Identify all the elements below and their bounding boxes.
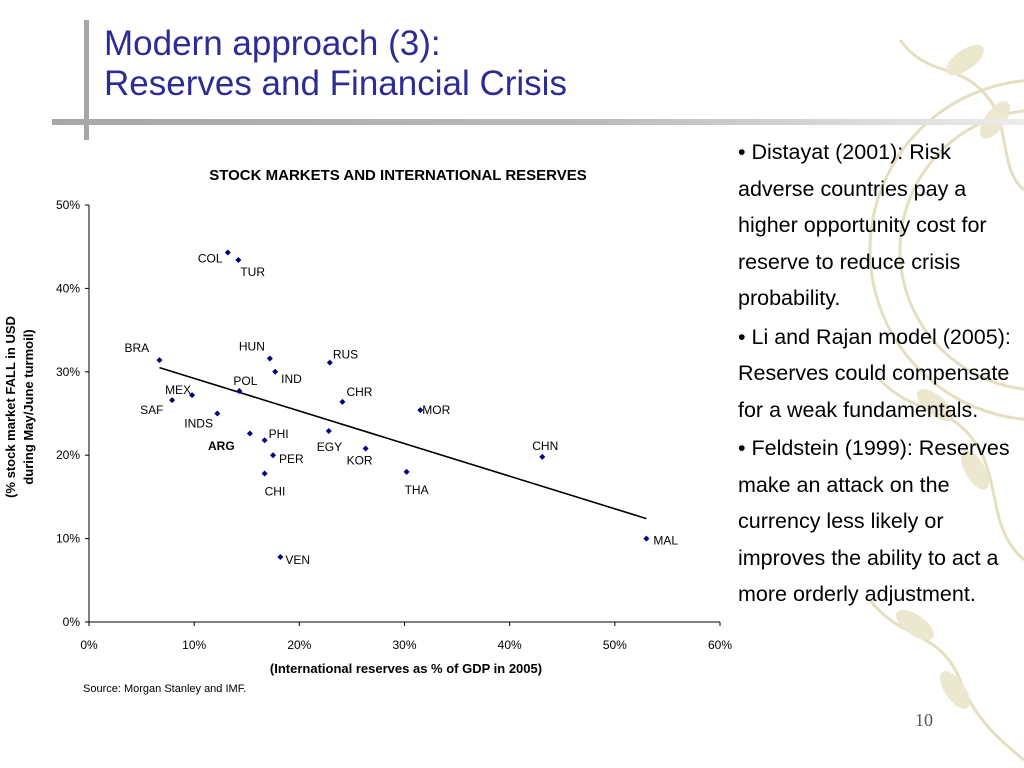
point-label-chn: CHN xyxy=(532,439,558,453)
point-label-col: COL xyxy=(198,252,223,266)
data-point-hun xyxy=(266,355,273,362)
x-tick-label: 40% xyxy=(498,638,522,652)
data-point-col xyxy=(224,249,231,256)
y-tick-label: 0% xyxy=(63,615,81,629)
title-horizontal-rule xyxy=(52,119,1024,125)
chart-source: Source: Morgan Stanley and IMF. xyxy=(83,683,246,695)
data-point xyxy=(246,430,253,437)
point-label-kor: KOR xyxy=(347,454,373,468)
data-point-ven xyxy=(277,553,284,560)
bullet-distayat: • Distayat (2001): Risk adverse countrie… xyxy=(738,140,987,310)
x-tick-label: 0% xyxy=(80,638,98,652)
slide-title: Modern approach (3): Reserves and Financ… xyxy=(104,24,567,104)
data-point-egy xyxy=(325,428,332,435)
point-label-saf: SAF xyxy=(140,403,163,417)
point-label-rus: RUS xyxy=(333,348,358,362)
y-tick-label: 40% xyxy=(56,281,80,295)
bullet-li-rajan: • Li and Rajan model (2005): Reserves co… xyxy=(738,324,1011,422)
title-vertical-rule xyxy=(84,20,89,140)
data-point-per xyxy=(270,452,277,459)
point-label-per: PER xyxy=(279,452,304,466)
data-point-kor xyxy=(362,445,369,452)
data-point-pol xyxy=(236,387,243,394)
point-label-pol: POL xyxy=(233,374,257,388)
data-points xyxy=(156,249,650,560)
y-tick-label: 30% xyxy=(56,365,80,379)
point-label-tha: THA xyxy=(405,483,429,497)
point-label-ven: VEN xyxy=(285,553,310,567)
data-point-inds xyxy=(214,410,221,417)
slide-title-line-2: Reserves and Financial Crisis xyxy=(104,64,567,103)
data-point-chi xyxy=(261,470,268,477)
point-label-mex: MEX xyxy=(165,383,191,397)
data-point-mex xyxy=(189,392,196,399)
point-label-hun: HUN xyxy=(239,339,265,353)
y-tick-label: 10% xyxy=(56,532,80,546)
y-axis-label-line-1: (% stock market FALL in USD xyxy=(3,316,18,498)
x-tick-label: 10% xyxy=(182,638,206,652)
data-point-chn xyxy=(539,453,546,460)
y-tick-label: 20% xyxy=(56,448,80,462)
data-point-ind xyxy=(272,368,279,375)
bullet-feldstein: • Feldstein (1999): Reserves make an att… xyxy=(738,436,1010,606)
x-tick-label: 50% xyxy=(603,638,627,652)
point-label-arg: ARG xyxy=(208,439,235,453)
point-label-egy: EGY xyxy=(317,440,342,454)
data-point-saf xyxy=(169,397,176,404)
data-point-mor xyxy=(417,407,424,414)
data-point-tur xyxy=(235,257,242,264)
data-point-rus xyxy=(326,359,333,366)
point-label-inds: INDS xyxy=(184,417,213,431)
data-point-bra xyxy=(156,357,163,364)
data-point-phi xyxy=(261,437,268,444)
x-tick-label: 30% xyxy=(392,638,416,652)
y-tick-label: 50% xyxy=(56,198,80,212)
point-label-mal: MAL xyxy=(653,534,678,548)
point-label-bra: BRA xyxy=(124,341,149,355)
point-label-chr: CHR xyxy=(346,385,372,399)
scatter-chart: STOCK MARKETS AND INTERNATIONAL RESERVES… xyxy=(3,167,732,695)
point-label-ind: IND xyxy=(281,372,302,386)
point-label-mor: MOR xyxy=(422,403,450,417)
page-number: 10 xyxy=(915,710,933,730)
bullet-list: • Distayat (2001): Risk adverse countrie… xyxy=(738,134,1018,615)
x-axis-ticks: 0% 10% 20% 30% 40% 50% 60% xyxy=(80,622,732,652)
data-point-mal xyxy=(643,535,650,542)
y-axis-label: (% stock market FALL in USD during May/J… xyxy=(3,316,36,498)
point-label-chi: CHI xyxy=(265,485,286,499)
point-label-phi: PHI xyxy=(269,427,289,441)
chart-title: STOCK MARKETS AND INTERNATIONAL RESERVES xyxy=(209,167,587,184)
x-tick-label: 20% xyxy=(287,638,311,652)
x-tick-label: 60% xyxy=(708,638,732,652)
trend-line xyxy=(159,366,647,520)
data-point-chr xyxy=(339,398,346,405)
slide-title-line-1: Modern approach (3): xyxy=(104,24,441,63)
x-axis-label: (International reserves as % of GDP in 2… xyxy=(270,661,542,676)
y-axis-ticks: 0% 10% 20% 30% 40% 50% xyxy=(56,198,89,629)
data-point-tha xyxy=(403,468,410,475)
y-axis-label-line-2: during May/June turmoil) xyxy=(21,329,36,484)
point-label-tur: TUR xyxy=(240,265,265,279)
